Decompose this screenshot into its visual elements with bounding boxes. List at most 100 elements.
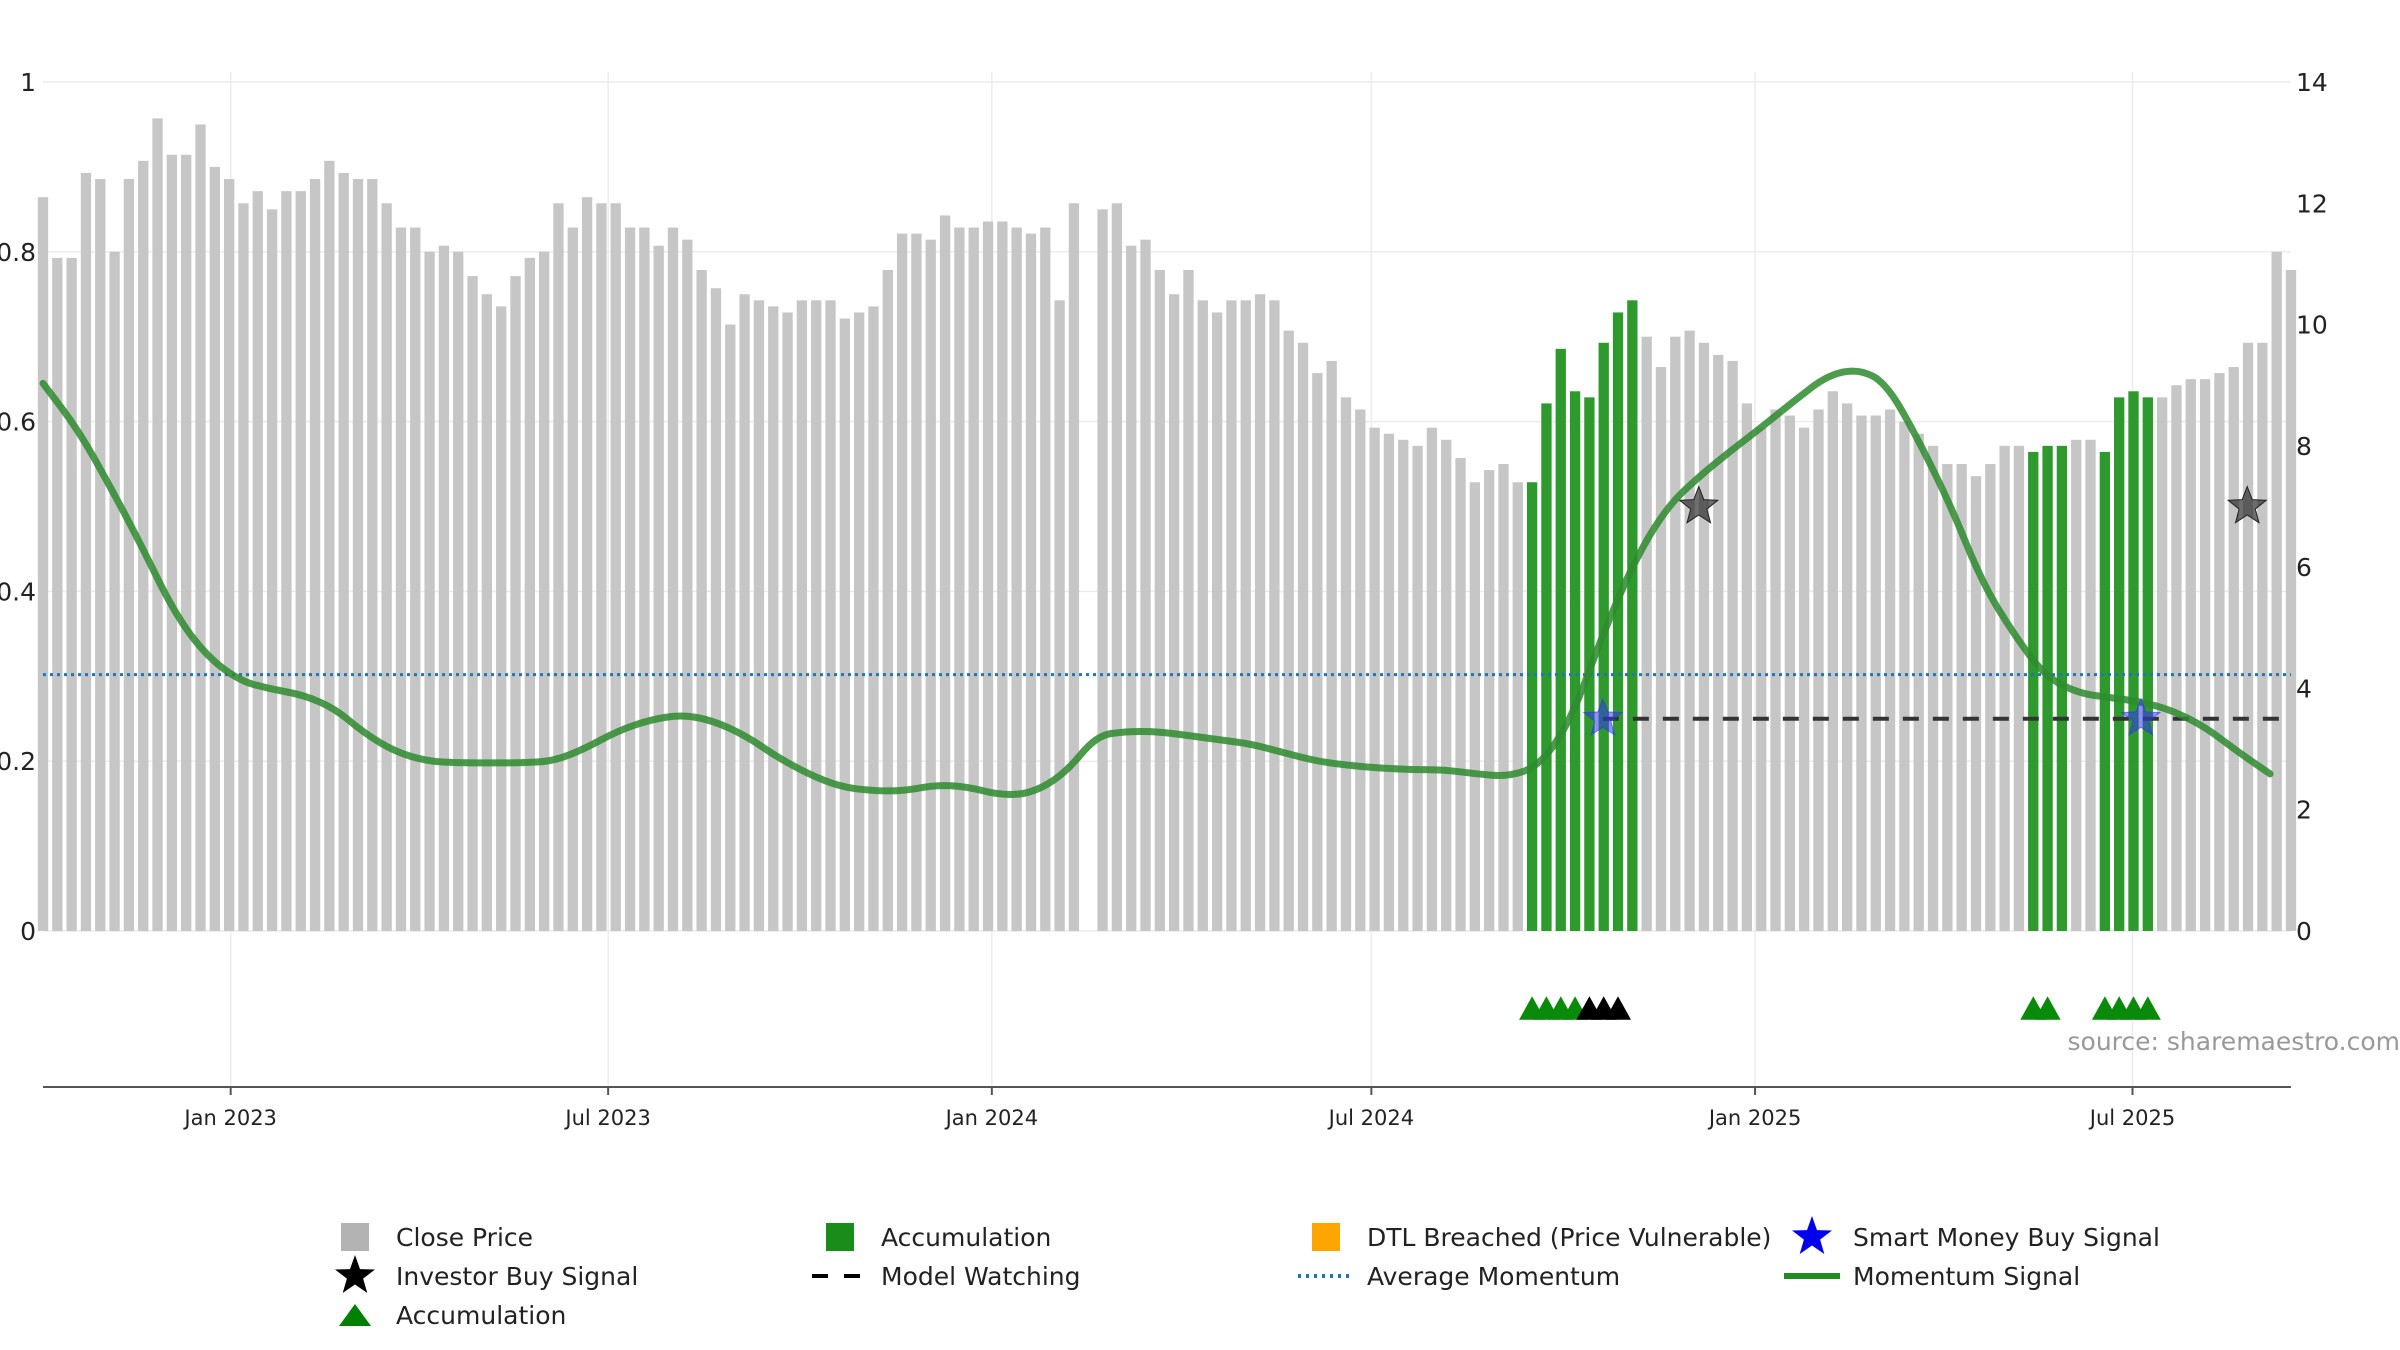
close-price-bar (80, 172, 92, 931)
close-price-bar (52, 257, 63, 932)
close-price-bar (1226, 300, 1237, 931)
close-price-bar (1970, 476, 1982, 931)
close-price-bar (481, 294, 493, 931)
close-price-bar (782, 312, 793, 931)
close-price-bar (1240, 300, 1251, 931)
close-price-bar (1011, 227, 1022, 932)
close-price-bar (438, 245, 450, 931)
legend-item: Smart Money Buy Signal (1792, 1216, 2160, 1254)
left-tick-label: 1 (20, 68, 36, 97)
accumulation-bar (2028, 451, 2039, 931)
close-price-bar (2171, 385, 2182, 931)
legend-item: Momentum Signal (1784, 1262, 2080, 1291)
close-price-bar (1398, 439, 1409, 931)
right-tick-label: 4 (2296, 674, 2312, 703)
close-price-bar (896, 233, 908, 931)
close-price-bar (266, 209, 278, 932)
close-price-bar (1197, 300, 1208, 931)
legend-swatch-triangle (339, 1304, 371, 1326)
close-price-bar (209, 166, 220, 931)
close-price-bar (553, 203, 564, 932)
right-tick-label: 8 (2296, 432, 2312, 461)
close-price-bar (1884, 409, 1896, 931)
close-price-bar (109, 251, 120, 932)
close-price-bar (381, 203, 392, 932)
close-price-bar (1870, 415, 1881, 931)
legend-label: Model Watching (881, 1262, 1081, 1291)
accumulation-bar (2128, 391, 2139, 931)
close-price-bar (624, 227, 636, 932)
close-price-bar (1856, 415, 1867, 931)
close-price-bar (1169, 294, 1180, 931)
close-price-bar (882, 269, 893, 931)
left-tick-label: 0.4 (0, 577, 36, 606)
legend-label: DTL Breached (Price Vulnerable) (1367, 1223, 1771, 1252)
momentum-signal-line (39, 367, 2274, 798)
close-price-bar (2214, 373, 2225, 932)
close-price-bar (367, 179, 378, 931)
close-price-bar (982, 221, 994, 931)
close-price-bar (710, 288, 722, 932)
source-label: source: sharemaestro.com (2068, 1027, 2400, 1056)
close-price-bar (725, 324, 736, 932)
close-price-bar (1498, 464, 1509, 931)
close-price-bar (2156, 397, 2168, 931)
investor-buy-star (1678, 485, 1720, 524)
close-price-bar (1140, 239, 1151, 931)
close-price-bar (610, 203, 621, 932)
close-price-bar (1297, 342, 1309, 931)
close-price-bar (1841, 403, 1853, 932)
close-price-bar (825, 300, 836, 931)
close-price-bar (853, 312, 865, 931)
close-price-bar (581, 197, 593, 931)
close-price-bar (1254, 294, 1266, 931)
close-price-bar (1183, 269, 1194, 931)
accumulation-bar (1627, 300, 1638, 931)
close-price-bar (1641, 336, 1652, 931)
close-price-bar (152, 118, 163, 931)
close-price-bar (1412, 445, 1423, 931)
close-price-bar (1698, 342, 1710, 931)
close-price-bar (1126, 245, 1137, 931)
legend-swatch-star (1792, 1216, 1832, 1254)
close-price-bar (1211, 312, 1223, 931)
x-tick-label: Jul 2023 (563, 1106, 650, 1130)
close-price-bar (123, 179, 135, 931)
close-price-bar (1441, 439, 1452, 931)
close-price-bar (1942, 464, 1953, 931)
close-price-bar (868, 306, 879, 932)
accumulation-bar (1541, 403, 1552, 932)
close-price-bar (37, 197, 49, 931)
close-price-bar (1383, 433, 1395, 931)
close-price-bar (1283, 330, 1294, 931)
close-price-bar (1999, 445, 2010, 931)
close-price-bar (524, 257, 535, 932)
close-price-bar (1097, 209, 1108, 932)
close-price-bar (453, 251, 464, 932)
accumulation-triangle (2134, 996, 2161, 1020)
axes: Jan 2023 Jul 2023 Jan 2024 Jul 2024 Jan 2025… (0, 68, 2328, 1130)
right-tick-label: 14 (2296, 68, 2328, 97)
close-price-bar (1111, 203, 1123, 932)
investor-buy-star (2226, 485, 2268, 524)
grid-layer (43, 72, 2291, 1087)
left-tick-label: 0.2 (0, 747, 36, 776)
close-price-bar (739, 294, 750, 931)
close-price-bar (496, 306, 507, 932)
close-price-bar (424, 251, 435, 932)
legend-label: Investor Buy Signal (396, 1262, 638, 1291)
close-price-bar (338, 172, 349, 931)
close-price-bar (939, 215, 951, 931)
accumulation-bar (2042, 445, 2053, 931)
close-price-bar (1727, 360, 1738, 931)
close-price-bar (997, 221, 1008, 931)
close-price-bar (1326, 360, 1337, 931)
accumulation-triangle (2034, 996, 2061, 1020)
close-price-bar (1068, 203, 1080, 932)
close-price-bar (1355, 409, 1366, 931)
close-price-bar (467, 276, 478, 931)
legend-swatch-square (826, 1223, 854, 1251)
close-price-bar (925, 239, 936, 931)
close-price-bar (1312, 373, 1323, 932)
